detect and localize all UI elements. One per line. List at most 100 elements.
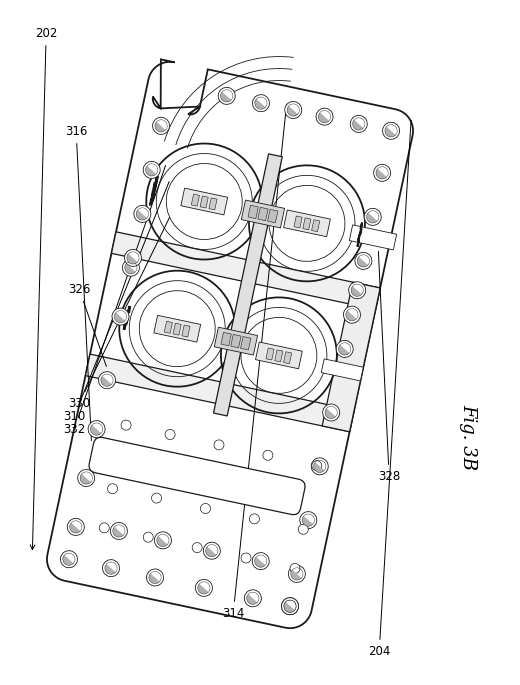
Circle shape [350, 116, 367, 132]
Circle shape [108, 484, 118, 494]
Bar [255, 342, 302, 369]
Circle shape [151, 493, 162, 503]
Wedge shape [90, 425, 101, 435]
Circle shape [203, 543, 220, 559]
Text: 330: 330 [68, 217, 170, 410]
Bar [173, 323, 181, 335]
Circle shape [214, 440, 224, 450]
Bar [241, 336, 251, 350]
Circle shape [383, 123, 399, 139]
Wedge shape [357, 257, 368, 267]
Circle shape [192, 543, 202, 553]
Circle shape [122, 259, 139, 276]
Circle shape [152, 117, 170, 134]
Wedge shape [318, 112, 329, 123]
Wedge shape [385, 127, 396, 137]
Text: 316: 316 [65, 125, 92, 440]
Wedge shape [314, 462, 324, 473]
Wedge shape [63, 555, 73, 565]
Text: 332: 332 [63, 166, 165, 436]
Wedge shape [351, 286, 362, 297]
Wedge shape [206, 547, 216, 557]
Bar [303, 218, 311, 230]
Wedge shape [284, 602, 294, 612]
Wedge shape [287, 106, 298, 116]
Wedge shape [353, 120, 363, 130]
Bar [241, 200, 284, 228]
Bar [111, 232, 380, 310]
Wedge shape [80, 474, 91, 484]
Circle shape [312, 461, 322, 471]
Bar [283, 210, 330, 237]
Circle shape [110, 523, 127, 540]
Wedge shape [146, 166, 156, 176]
Circle shape [290, 563, 300, 573]
Circle shape [60, 551, 77, 568]
Wedge shape [246, 594, 257, 604]
Circle shape [355, 252, 372, 269]
Wedge shape [127, 254, 137, 264]
Wedge shape [198, 584, 209, 594]
Circle shape [252, 95, 269, 112]
Bar [321, 359, 363, 381]
Bar [214, 327, 257, 355]
Circle shape [143, 162, 160, 178]
Circle shape [244, 590, 262, 607]
Circle shape [336, 340, 353, 358]
Bar [200, 196, 208, 208]
Bar [182, 325, 190, 337]
Bar [154, 315, 201, 342]
Circle shape [323, 404, 340, 421]
Wedge shape [114, 312, 125, 323]
Circle shape [112, 308, 129, 325]
Circle shape [134, 206, 151, 223]
Circle shape [364, 208, 381, 225]
Bar [181, 188, 228, 215]
Circle shape [281, 598, 298, 614]
Bar [258, 208, 268, 221]
Bar [275, 350, 283, 362]
Circle shape [147, 569, 163, 586]
Bar [231, 334, 241, 348]
Circle shape [252, 553, 269, 570]
Bar [266, 348, 274, 360]
Circle shape [289, 565, 305, 582]
Bar [85, 354, 354, 432]
Circle shape [250, 514, 259, 524]
Polygon shape [47, 60, 413, 628]
Circle shape [300, 512, 317, 529]
Wedge shape [302, 516, 313, 526]
Bar [294, 216, 302, 228]
Wedge shape [220, 92, 231, 102]
Circle shape [218, 88, 235, 104]
Text: 204: 204 [368, 121, 411, 658]
Wedge shape [291, 570, 302, 580]
Bar [283, 352, 292, 364]
Circle shape [316, 108, 333, 125]
Circle shape [77, 469, 95, 486]
Circle shape [124, 249, 141, 266]
Circle shape [311, 458, 328, 475]
Text: 310: 310 [63, 182, 169, 423]
Wedge shape [70, 523, 81, 533]
Wedge shape [149, 573, 160, 584]
Wedge shape [125, 264, 135, 274]
Circle shape [67, 519, 84, 536]
Circle shape [349, 282, 366, 299]
Circle shape [99, 523, 109, 533]
Text: 328: 328 [378, 251, 400, 483]
Text: 314: 314 [222, 104, 287, 620]
Wedge shape [113, 527, 123, 537]
Bar [248, 206, 258, 219]
Wedge shape [339, 345, 349, 355]
Wedge shape [101, 376, 112, 386]
Bar [214, 154, 282, 416]
Wedge shape [367, 213, 378, 223]
Wedge shape [284, 602, 294, 612]
Circle shape [102, 560, 120, 577]
Wedge shape [155, 122, 165, 132]
Circle shape [281, 598, 298, 614]
Text: 326: 326 [68, 283, 107, 366]
Text: 202: 202 [30, 27, 57, 549]
FancyBboxPatch shape [89, 437, 305, 514]
